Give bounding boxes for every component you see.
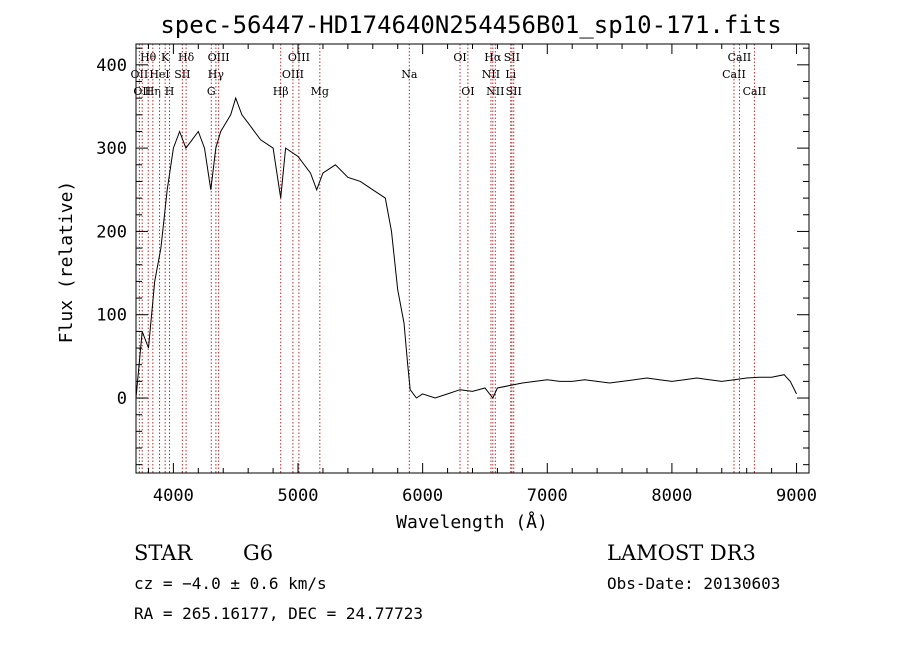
marker-label: Hβ	[273, 85, 289, 98]
marker-label: HeI	[149, 68, 169, 81]
marker-label: OI	[453, 51, 466, 64]
x-tick-label: 9000	[776, 486, 817, 506]
marker-label: OIII	[282, 68, 304, 81]
marker-label: NII	[486, 85, 504, 98]
marker-label: G	[207, 85, 216, 98]
axes: 4000 5000 6000 7000 8000 9000 0 100 200 300 400	[96, 44, 817, 506]
x-tick-label: 5000	[278, 486, 319, 506]
chart-title: spec-56447-HD174640N254456B01_sp10-171.f…	[160, 11, 781, 39]
y-tick-label: 400	[96, 56, 127, 76]
survey-name: LAMOST DR3	[607, 541, 756, 565]
x-tick-label: 4000	[153, 486, 194, 506]
spectrum-series-line	[135, 96, 797, 399]
marker-label: Mg	[311, 85, 329, 98]
marker-label: Hα	[484, 51, 502, 64]
obs-date-text: Obs-Date: 20130603	[607, 574, 780, 593]
marker-label: CaII	[743, 85, 767, 98]
plot-frame	[135, 43, 810, 474]
object-subclass: G6	[243, 541, 273, 565]
spectral-line-markers: OII OII Hθ Hη HeI K H SII Hδ G Hγ OIII Hβ OIII OIII Mg N…	[131, 44, 767, 473]
y-tick-label: 0	[117, 389, 127, 409]
y-axis-label: Flux (relative)	[56, 181, 77, 344]
marker-label: CaII	[722, 68, 746, 81]
marker-label: Hγ	[208, 68, 225, 81]
marker-label: CaII	[728, 51, 752, 64]
marker-label: Hη	[145, 85, 161, 98]
marker-label: Li	[505, 68, 516, 81]
marker-label: OI	[461, 85, 474, 98]
velocity-text: cz = −4.0 ± 0.6 km/s	[134, 574, 327, 593]
x-axis-label: Wavelength (Å)	[396, 511, 548, 533]
coordinates-text: RA = 265.16177, DEC = 24.77723	[134, 604, 423, 623]
marker-label: OIII	[208, 51, 230, 64]
marker-label: K	[161, 51, 170, 64]
marker-label: H	[165, 85, 175, 98]
marker-label: NII	[482, 68, 500, 81]
marker-label: Hθ	[140, 51, 157, 64]
marker-label: OII	[131, 68, 149, 81]
marker-label: OII	[133, 85, 151, 98]
y-tick-label: 100	[96, 306, 127, 326]
marker-label: Na	[401, 68, 418, 81]
object-class: STAR	[134, 541, 193, 565]
marker-label: SII	[504, 51, 520, 64]
x-tick-label: 6000	[402, 486, 443, 506]
y-tick-label: 200	[96, 222, 127, 242]
marker-label: Hδ	[178, 51, 195, 64]
x-tick-label: 8000	[651, 486, 692, 506]
y-tick-label: 300	[96, 139, 127, 159]
x-tick-label: 7000	[527, 486, 568, 506]
marker-label: SII	[174, 68, 190, 81]
marker-label: SII	[506, 85, 522, 98]
marker-label: OIII	[288, 51, 310, 64]
